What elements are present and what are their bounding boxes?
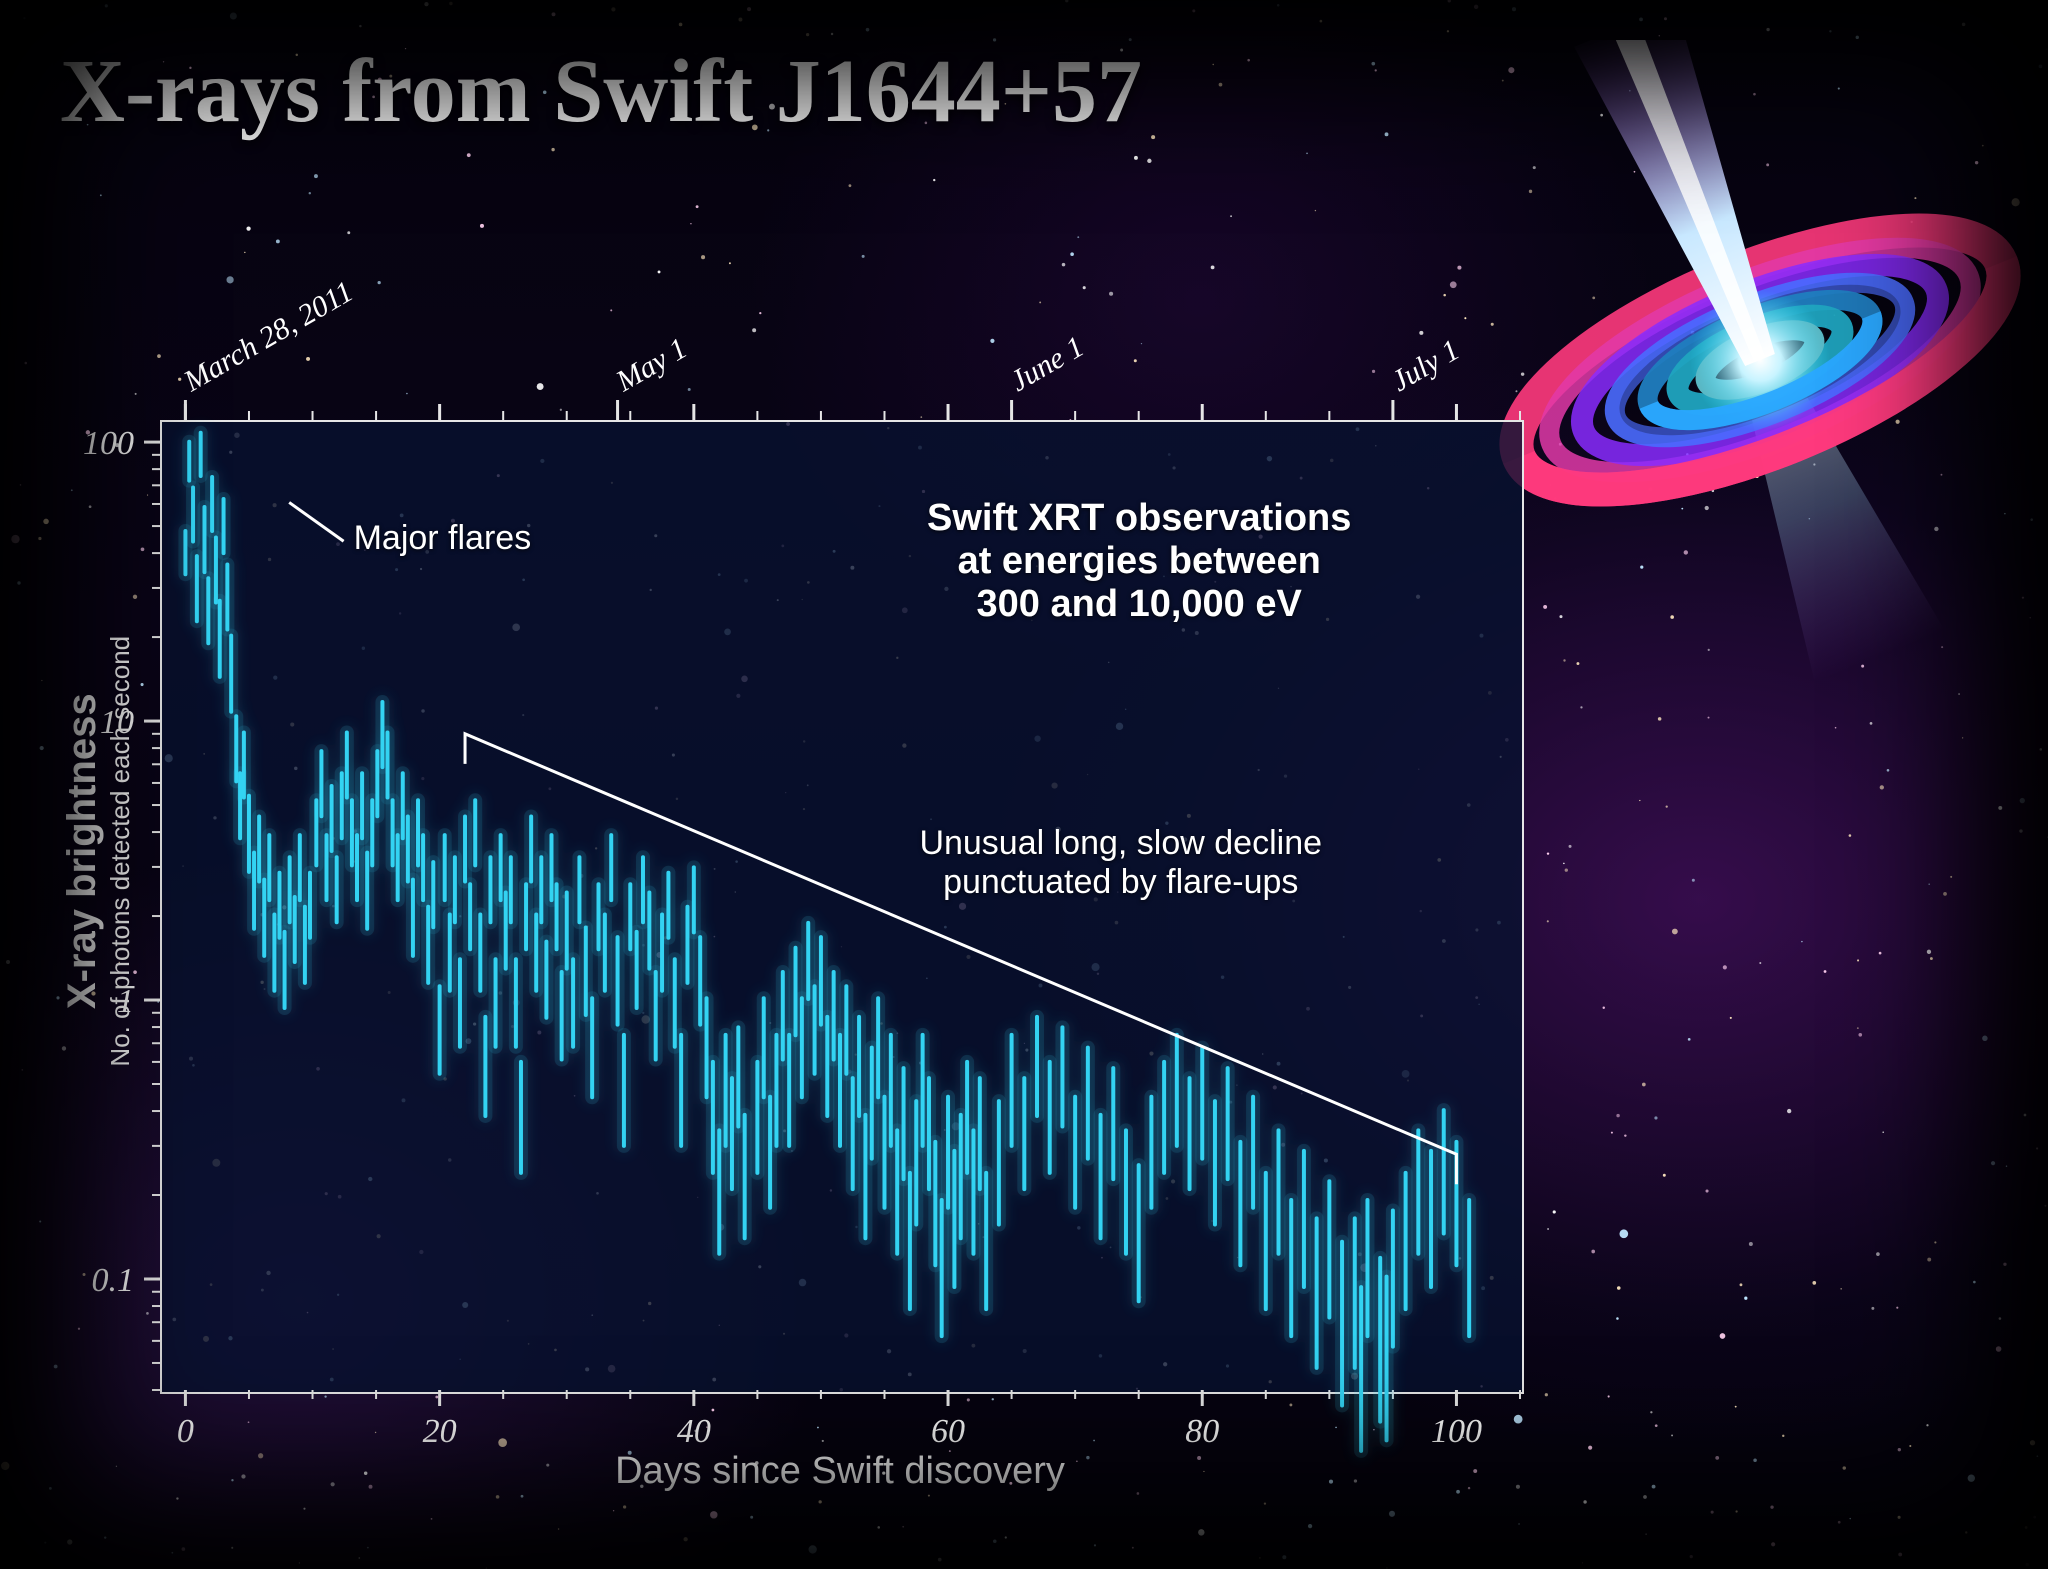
svg-text:0.1: 0.1 <box>92 1262 135 1299</box>
svg-text:80: 80 <box>1185 1413 1219 1450</box>
svg-text:1: 1 <box>117 983 134 1020</box>
svg-text:10: 10 <box>100 704 134 741</box>
svg-text:20: 20 <box>423 1413 457 1450</box>
svg-text:June 1: June 1 <box>1005 330 1090 398</box>
svg-text:40: 40 <box>677 1413 711 1450</box>
svg-text:March 28, 2011: March 28, 2011 <box>178 275 359 399</box>
svg-text:0: 0 <box>177 1413 194 1450</box>
svg-text:May 1: May 1 <box>610 332 693 399</box>
svg-text:60: 60 <box>931 1413 965 1450</box>
chart-overlay-svg: 0 20 40 60 80 100 0.1 1 10 100 March 28, 2011 May 1… <box>0 0 2048 1569</box>
svg-text:100: 100 <box>83 425 134 462</box>
svg-text:100: 100 <box>1431 1413 1482 1450</box>
svg-text:July 1: July 1 <box>1386 333 1465 398</box>
